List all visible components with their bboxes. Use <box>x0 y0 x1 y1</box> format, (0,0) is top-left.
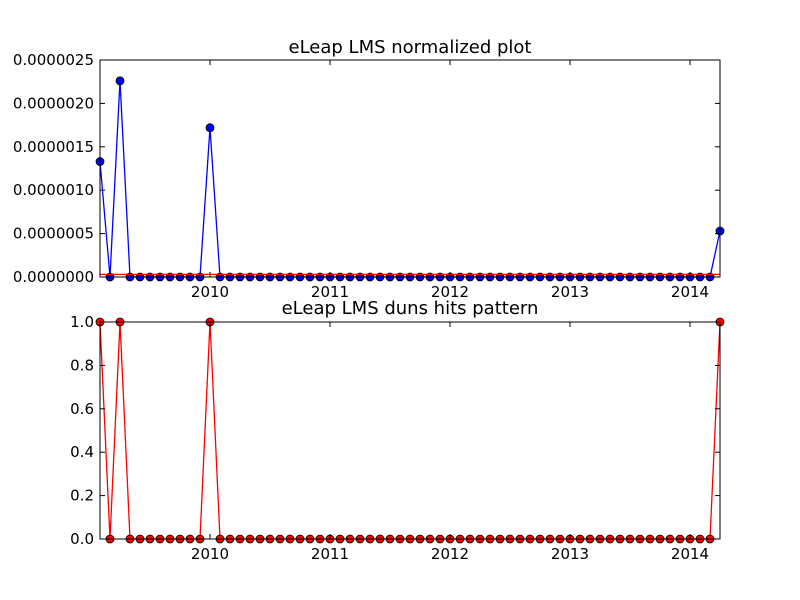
x-tick-label: 2011 <box>311 545 349 563</box>
x-tick-label: 2013 <box>551 545 589 563</box>
plot-frame-normalized <box>100 60 720 277</box>
y-tick-label: 0.4 <box>70 443 94 461</box>
y-tick-label: 0.0000025 <box>13 51 94 69</box>
chart-title-duns-hits: eLeap LMS duns hits pattern <box>282 298 539 319</box>
y-tick-label: 0.0000000 <box>13 268 94 286</box>
y-tick-label: 0.2 <box>70 487 94 505</box>
x-axis-normalized: 2010 2011 2012 2013 2014 <box>191 60 709 301</box>
y-tick-label: 0.0000020 <box>13 94 94 112</box>
subplot-normalized: eLeap LMS normalized plot 0.00000000.000… <box>13 37 724 301</box>
series-line-duns-hits-0 <box>100 322 720 539</box>
data-point-normalized <box>206 124 214 132</box>
series-layer-duns-hits <box>96 318 724 543</box>
y-tick-label: 0.8 <box>70 356 94 374</box>
series-line-normalized-0 <box>100 81 720 277</box>
chart-title-normalized: eLeap LMS normalized plot <box>289 37 532 58</box>
x-axis-duns-hits: 2010 2011 2012 2013 2014 <box>191 322 709 563</box>
y-tick-label: 0.0000010 <box>13 181 94 199</box>
x-tick-label: 2014 <box>671 545 709 563</box>
x-tick-label: 2010 <box>191 283 229 301</box>
y-tick-label: 0.0000005 <box>13 225 94 243</box>
y-tick-label: 1.0 <box>70 313 94 331</box>
series-layer-normalized <box>96 77 724 281</box>
x-tick-label: 2012 <box>431 545 469 563</box>
y-axis-duns-hits: 0.0 0.2 0.4 0.6 0.8 1.0 <box>70 313 720 548</box>
y-axis-normalized: 0.0000000 0.0000005 0.0000010 0.0000015 0.00… <box>13 51 720 286</box>
data-point-normalized <box>116 77 124 85</box>
y-tick-label: 0.6 <box>70 400 94 418</box>
subplot-duns-hits: eLeap LMS duns hits pattern 0.0 0.2 0.4 0.6… <box>70 298 724 563</box>
y-tick-label: 0.0000015 <box>13 138 94 156</box>
x-tick-label: 2010 <box>191 545 229 563</box>
plot-frame-duns-hits <box>100 322 720 539</box>
x-tick-label: 2013 <box>551 283 589 301</box>
x-tick-label: 2014 <box>671 283 709 301</box>
y-tick-label: 0.0 <box>70 530 94 548</box>
